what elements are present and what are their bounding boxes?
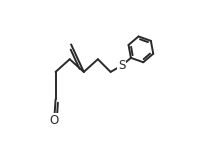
Text: S: S (118, 59, 126, 72)
Text: O: O (50, 114, 59, 127)
